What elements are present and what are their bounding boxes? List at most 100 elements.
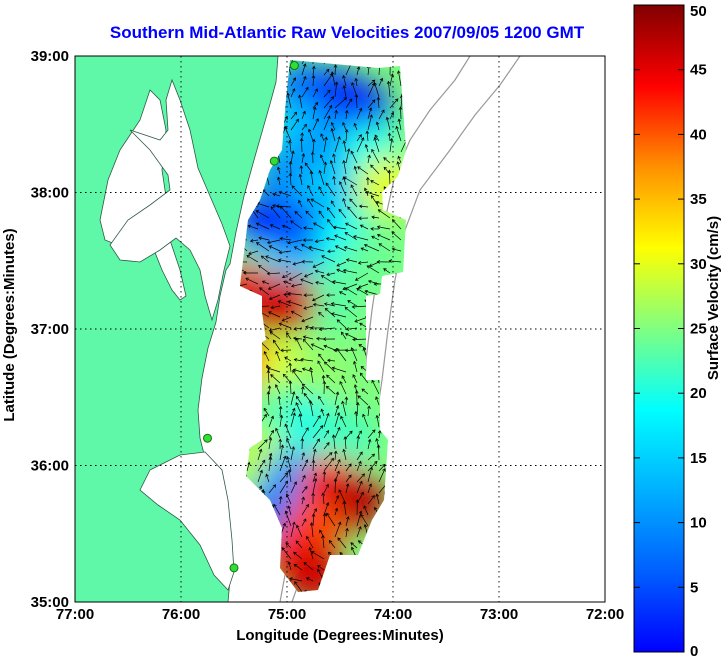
velocity-vector bbox=[312, 477, 318, 494]
velocity-vector bbox=[331, 434, 336, 450]
velocity-vector bbox=[290, 118, 299, 131]
velocity-vector bbox=[292, 369, 303, 384]
velocity-vector bbox=[342, 448, 347, 461]
colorbar-tick-label: 40 bbox=[690, 126, 707, 143]
velocity-vector bbox=[371, 235, 380, 241]
chesapeake-bay bbox=[109, 78, 231, 322]
velocity-vector bbox=[277, 176, 281, 186]
velocity-vector bbox=[345, 148, 351, 164]
velocity-vector bbox=[385, 116, 391, 131]
velocity-vector bbox=[303, 272, 314, 278]
velocity-vector bbox=[293, 563, 303, 571]
velocity-vector bbox=[367, 495, 375, 505]
velocity-vector bbox=[290, 391, 296, 406]
velocity-vector bbox=[301, 427, 309, 439]
velocity-vector bbox=[334, 412, 341, 428]
velocity-vector bbox=[341, 400, 347, 417]
velocity-vector bbox=[266, 391, 271, 406]
velocity-vector bbox=[301, 123, 307, 131]
radar-station-marker bbox=[269, 156, 279, 166]
velocity-vector bbox=[311, 513, 316, 527]
velocity-vector bbox=[323, 104, 333, 120]
velocity-vector bbox=[286, 437, 292, 450]
velocity-vector bbox=[387, 132, 392, 142]
velocity-vector bbox=[268, 415, 275, 428]
velocity-vector bbox=[288, 172, 293, 186]
velocity-vector bbox=[268, 245, 281, 252]
colorbar-tick-label: 5 bbox=[690, 579, 698, 596]
velocity-vector bbox=[376, 233, 391, 241]
velocity-vector bbox=[260, 255, 270, 263]
velocity-vector bbox=[323, 412, 330, 428]
velocity-vector bbox=[338, 181, 347, 197]
velocity-vector bbox=[383, 166, 391, 175]
velocity-vector bbox=[266, 239, 281, 245]
x-axis-label: Longitude (Degrees:Minutes) bbox=[236, 627, 444, 644]
velocity-vector bbox=[376, 96, 381, 109]
velocity-vector bbox=[367, 154, 371, 164]
colorbar-label: Surface Velocity (cm/s) bbox=[705, 216, 722, 380]
velocity-vector bbox=[266, 366, 281, 373]
velocity-vector bbox=[322, 337, 336, 341]
velocity-vector bbox=[378, 463, 386, 472]
velocity-vector bbox=[342, 140, 347, 153]
velocity-vector bbox=[279, 444, 285, 461]
velocity-vector bbox=[388, 259, 402, 263]
velocity-vector bbox=[370, 195, 380, 208]
velocity-vector bbox=[347, 300, 358, 307]
velocity-vector bbox=[323, 483, 329, 494]
x-tick-label: 76:00 bbox=[162, 606, 200, 623]
velocity-vector bbox=[281, 272, 292, 278]
velocity-vector bbox=[338, 291, 347, 296]
x-tick-label: 72:00 bbox=[586, 606, 624, 623]
velocity-vector bbox=[312, 106, 317, 120]
radar-station-marker bbox=[203, 433, 212, 443]
velocity-vector bbox=[287, 469, 292, 483]
velocity-vector bbox=[279, 455, 287, 472]
velocity-vector bbox=[255, 222, 270, 230]
velocity-vector bbox=[284, 423, 292, 439]
velocity-vector bbox=[367, 483, 373, 494]
velocity-vector bbox=[309, 170, 314, 186]
velocity-vector bbox=[320, 133, 325, 142]
velocity-vector bbox=[391, 247, 402, 252]
velocity-vector bbox=[375, 414, 380, 428]
velocity-vector bbox=[301, 452, 306, 461]
velocity-vector bbox=[315, 280, 325, 285]
velocity-vector bbox=[293, 551, 303, 560]
velocity-vector bbox=[310, 343, 325, 351]
velocity-vector bbox=[287, 561, 292, 571]
velocity-vector bbox=[333, 450, 338, 461]
velocity-vector bbox=[323, 512, 327, 527]
velocity-vector bbox=[367, 405, 371, 417]
velocity-vector bbox=[257, 448, 263, 461]
velocity-vector bbox=[301, 485, 308, 494]
velocity-vector bbox=[265, 473, 270, 483]
velocity-vector bbox=[268, 484, 277, 494]
velocity-vector bbox=[342, 283, 358, 291]
velocity-vector bbox=[336, 261, 347, 267]
velocity-vector bbox=[281, 316, 292, 322]
colorbar-tick-label: 45 bbox=[690, 62, 707, 79]
velocity-vector bbox=[296, 524, 303, 538]
velocity-vector bbox=[330, 71, 336, 87]
velocity-vector bbox=[350, 347, 358, 362]
velocity-vector bbox=[334, 245, 347, 252]
velocity-vector bbox=[325, 385, 336, 395]
velocity-vector bbox=[336, 268, 347, 274]
velocity-vector bbox=[309, 366, 314, 384]
velocity-vector bbox=[370, 180, 380, 186]
velocity-vector bbox=[301, 459, 309, 472]
velocity-vector bbox=[375, 396, 380, 406]
velocity-vector bbox=[353, 360, 358, 373]
velocity-vector bbox=[318, 210, 325, 219]
colorbar-tick-label: 10 bbox=[690, 515, 707, 532]
velocity-vector bbox=[302, 238, 314, 242]
velocity-vector bbox=[312, 438, 320, 450]
velocity-vector bbox=[303, 226, 314, 230]
velocity-vector bbox=[267, 283, 281, 290]
velocity-vector bbox=[365, 130, 370, 142]
velocity-vector bbox=[299, 137, 304, 153]
velocity-vector bbox=[341, 375, 347, 384]
velocity-vector bbox=[345, 527, 349, 538]
